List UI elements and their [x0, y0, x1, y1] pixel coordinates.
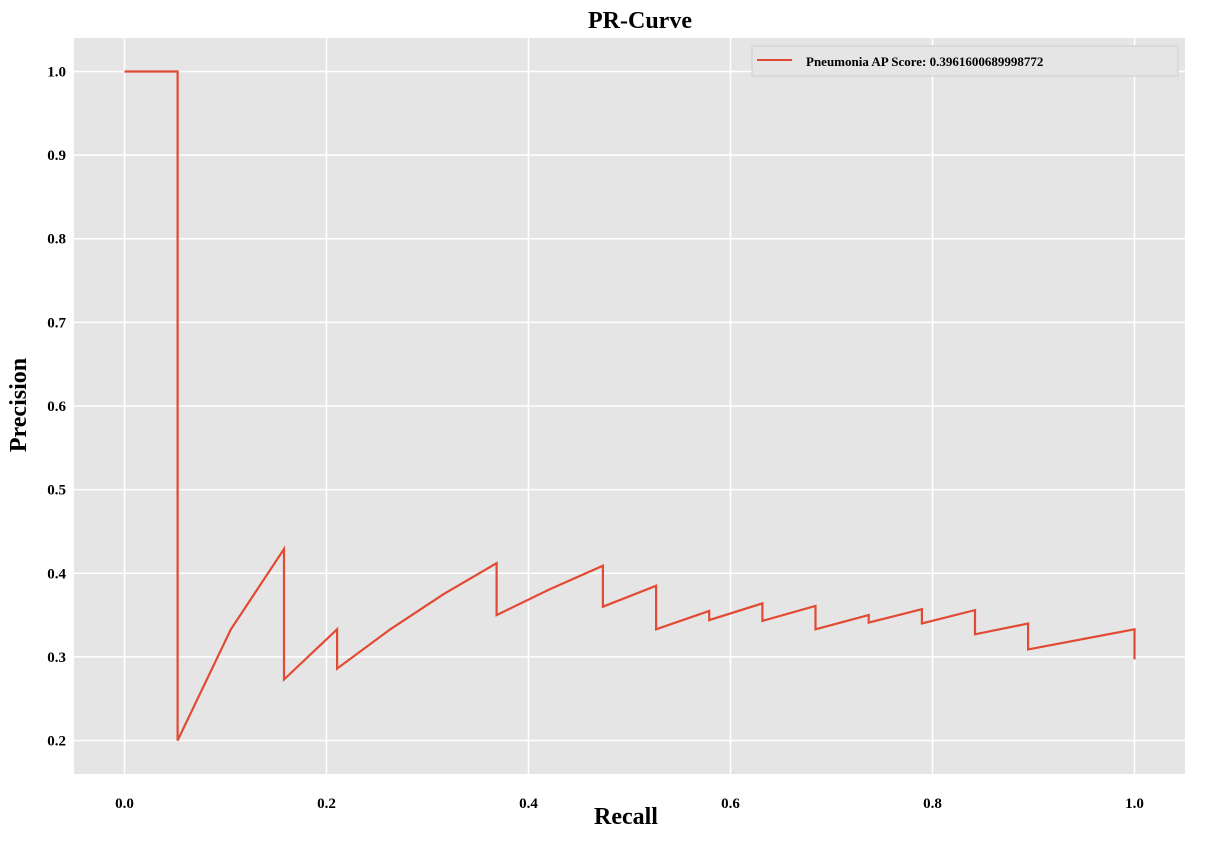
x-tick-label: 0.4 [519, 796, 538, 812]
y-axis-label: Precision [6, 358, 32, 452]
grid-lines [74, 38, 1185, 774]
y-tick-label: 0.6 [47, 399, 66, 415]
series-line [124, 70, 1136, 741]
series-layer [124, 70, 1136, 741]
x-tick-label: 0.2 [317, 796, 336, 812]
y-tick-label: 1.0 [47, 64, 66, 80]
x-tick-label: 0.0 [115, 796, 134, 812]
chart-title: PR-Curve [588, 8, 692, 34]
y-tick-label: 0.9 [47, 148, 66, 164]
y-tick-label: 0.8 [47, 232, 66, 248]
y-tick-label: 0.4 [47, 566, 66, 582]
x-tick-label: 0.8 [923, 796, 942, 812]
legend-label: Pneumonia AP Score: 0.3961600689998772 [806, 54, 1043, 69]
legend: Pneumonia AP Score: 0.3961600689998772 [751, 45, 1179, 77]
legend-box [751, 45, 1179, 77]
y-tick-label: 0.7 [47, 315, 66, 331]
tick-labels: 0.0 0.2 0.4 0.6 0.8 1.0 0.2 0.3 0.4 0.5 0.6 0.7 0.8 0… [47, 64, 1144, 812]
x-tick-label: 1.0 [1125, 796, 1144, 812]
x-axis-label: Recall [594, 804, 658, 830]
y-tick-label: 0.3 [47, 650, 66, 666]
y-tick-label: 0.2 [47, 734, 66, 750]
y-tick-label: 0.5 [47, 483, 66, 499]
x-tick-label: 0.6 [721, 796, 740, 812]
